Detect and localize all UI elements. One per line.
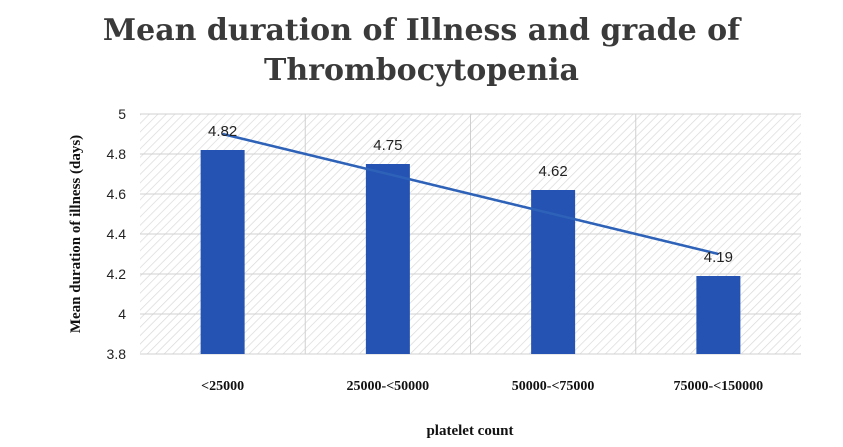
data-label: 4.82 (208, 123, 237, 140)
data-labels: 4.82 4.75 4.62 4.19 (208, 123, 733, 266)
x-tick-label: 25000-<50000 (347, 379, 430, 394)
x-axis-category-labels: <25000 25000-<50000 50000-<75000 75000-<150… (201, 379, 763, 394)
data-label: 4.75 (373, 137, 402, 154)
y-tick-label: 4.6 (107, 186, 127, 202)
bars (200, 150, 741, 354)
bar (696, 276, 741, 354)
y-tick-label: 3.8 (107, 346, 127, 362)
x-tick-label: 50000-<75000 (512, 379, 595, 394)
bar (365, 164, 410, 354)
trendline (222, 132, 719, 256)
y-axis-ticks: 3.8 4 4.2 4.4 4.6 4.8 5 (107, 106, 127, 362)
data-label: 4.19 (704, 249, 733, 266)
x-tick-label: <25000 (201, 379, 244, 394)
y-tick-label: 4.4 (107, 226, 127, 242)
y-tick-label: 4.2 (107, 266, 127, 282)
y-axis-title: Mean duration of illness (days) (68, 135, 84, 333)
data-label: 4.62 (539, 163, 568, 180)
y-tick-label: 4 (118, 306, 126, 322)
x-axis-title: platelet count (426, 423, 513, 439)
y-tick-label: 5 (118, 106, 126, 122)
y-tick-label: 4.8 (107, 146, 127, 162)
x-tick-label: 75000-<150000 (674, 379, 764, 394)
chart-title-line-1: Mean duration of Illness and grade of (103, 13, 742, 48)
bar (200, 150, 245, 354)
trendline-group (222, 132, 719, 256)
chart-title-line-2: Thrombocytopenia (264, 53, 579, 88)
